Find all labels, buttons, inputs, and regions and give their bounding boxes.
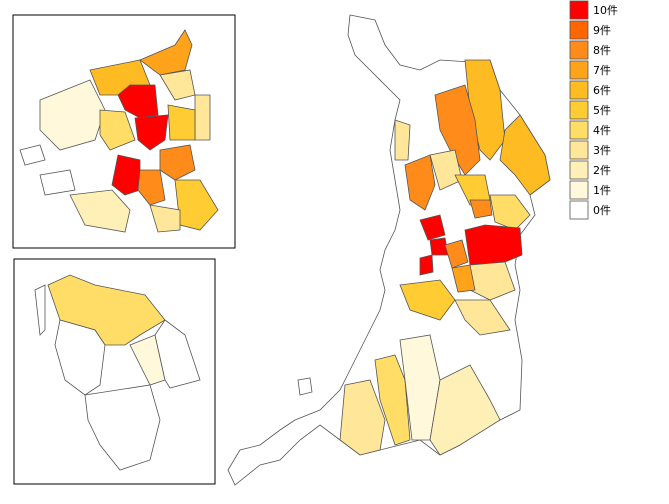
legend-label: 5件 [593, 104, 611, 117]
inset-sakai [34, 274, 201, 471]
legend-label: 3件 [593, 144, 611, 157]
legend-swatch [569, 100, 589, 120]
legend-swatch [569, 200, 589, 220]
legend-swatch [569, 20, 589, 40]
legend-swatch [569, 180, 589, 200]
legend-swatch [569, 80, 589, 100]
legend-label: 7件 [593, 64, 611, 77]
legend-label: 8件 [593, 44, 611, 57]
legend-label: 1件 [593, 184, 611, 197]
legend-label: 6件 [593, 84, 611, 97]
prefecture [227, 14, 551, 486]
inset-city [19, 29, 219, 233]
legend-swatch [569, 0, 589, 20]
legend-label: 2件 [593, 164, 611, 177]
legend-label: 10件 [593, 4, 618, 17]
legend-label: 9件 [593, 24, 611, 37]
legend-swatch [569, 140, 589, 160]
legend: 10件 9件 8件 7件 6件 5件 4件 3件 2件 1件 0件 [569, 0, 618, 220]
legend-swatch [569, 60, 589, 80]
legend-swatch [569, 160, 589, 180]
legend-swatch [569, 40, 589, 60]
legend-label: 0件 [593, 204, 611, 217]
legend-swatch [569, 120, 589, 140]
legend-label: 4件 [593, 124, 611, 137]
